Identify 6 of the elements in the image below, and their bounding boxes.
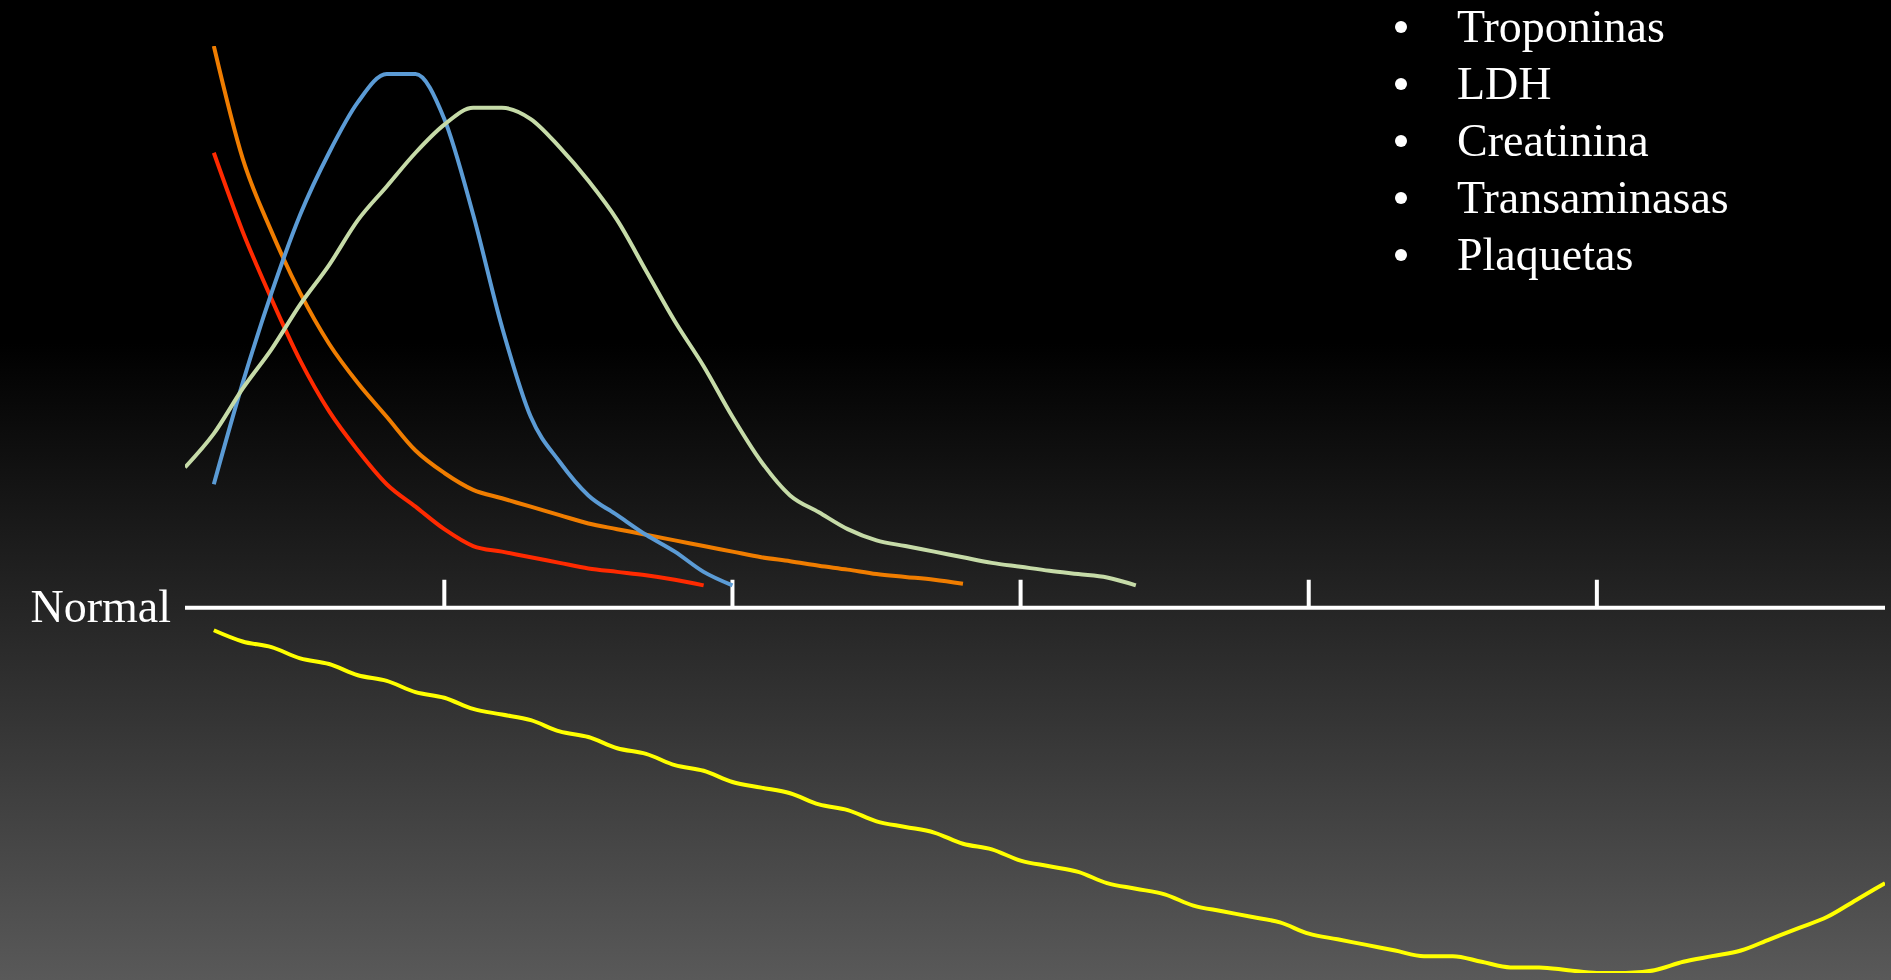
annotation: Transaminasas bbox=[1457, 171, 1729, 225]
annotation: LDH bbox=[1457, 57, 1552, 111]
annotation: Creatinina bbox=[1457, 114, 1649, 168]
annotation: Plaquetas bbox=[1457, 228, 1634, 282]
ref-line-label: Normal bbox=[30, 580, 171, 632]
annotation: Troponinas bbox=[1457, 0, 1665, 54]
